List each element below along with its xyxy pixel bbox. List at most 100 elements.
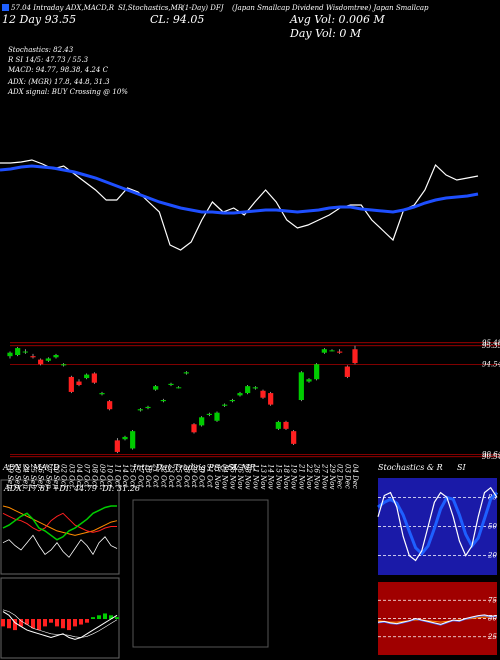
adx-frame bbox=[0, 479, 120, 575]
candle-body bbox=[99, 393, 105, 395]
x-tick-label: 24 Sep bbox=[21, 463, 29, 489]
candle-body bbox=[107, 401, 113, 410]
x-tick-label: 03 Oct bbox=[67, 464, 75, 488]
candle-body bbox=[298, 372, 304, 400]
series-line bbox=[377, 614, 498, 625]
logo-square bbox=[2, 4, 9, 11]
x-tick-label: 02 Dec bbox=[336, 464, 344, 489]
fund-name: (Japan Smallcap Dividend Wisdomtree) Jap… bbox=[232, 4, 429, 12]
macd: MACD: 94.77, 98.38, 4.24 C bbox=[7, 66, 109, 74]
candle-body bbox=[137, 409, 143, 411]
candle-body bbox=[337, 351, 343, 353]
candle-body bbox=[329, 350, 335, 352]
y-tick-label: 25 bbox=[487, 633, 497, 641]
adx-signal: ADX signal: BUY Crossing @ 10% bbox=[7, 88, 128, 96]
x-tick-label: 29 Nov bbox=[328, 463, 336, 489]
macd-bar bbox=[49, 619, 53, 623]
candle-body bbox=[314, 364, 320, 380]
y-tick-label: 90.64 bbox=[482, 450, 500, 458]
x-tick-label: 22 Oct bbox=[159, 463, 167, 488]
macd-bar bbox=[31, 619, 35, 629]
candle-body bbox=[160, 400, 166, 402]
macd-bar bbox=[7, 619, 11, 629]
series-line bbox=[377, 486, 498, 562]
candle-body bbox=[38, 359, 44, 365]
candle-body bbox=[206, 413, 212, 415]
x-tick-label: 26 Sep bbox=[37, 463, 45, 489]
x-tick-label: 21 Nov bbox=[297, 463, 305, 489]
y-tick-label: 75 bbox=[488, 596, 497, 604]
candle-body bbox=[245, 386, 251, 394]
y-tick-label: 50 bbox=[488, 615, 497, 623]
x-tick-label: 30 Oct bbox=[198, 464, 206, 488]
x-tick-label: 06 Nov bbox=[236, 464, 244, 489]
x-tick-label: 22 Nov bbox=[305, 463, 313, 489]
candle-body bbox=[260, 390, 266, 398]
macd-bar bbox=[55, 619, 59, 627]
panel-title: Stochastics & R bbox=[378, 463, 443, 472]
candle-body bbox=[321, 349, 327, 353]
x-tick-label: 30 Sep bbox=[52, 464, 60, 489]
candle-body bbox=[15, 348, 21, 355]
x-tick-label: 05 Nov bbox=[228, 464, 236, 489]
candle-body bbox=[153, 386, 159, 390]
candle-body bbox=[237, 393, 243, 396]
ticker-line: 57.04 Intraday ADX,MACD,R bbox=[11, 4, 115, 12]
panel-title: SI bbox=[228, 463, 237, 472]
day-line: 12 Day 93.55 bbox=[2, 13, 76, 26]
x-tick-label: 29 Oct bbox=[190, 463, 198, 488]
series-line bbox=[0, 159, 479, 251]
x-tick-label: 31 Oct bbox=[205, 464, 213, 488]
y-tick-label: 95.35 bbox=[482, 342, 500, 350]
x-tick-label: 15 Nov bbox=[274, 464, 282, 489]
candle-body bbox=[275, 421, 281, 429]
candle-body bbox=[145, 406, 151, 409]
y-tick-label: 90.54 bbox=[482, 453, 500, 461]
candle-body bbox=[30, 356, 36, 358]
macd-bar bbox=[25, 619, 29, 625]
x-tick-label: 27 Nov bbox=[320, 463, 328, 489]
x-tick-label: 04 Oct bbox=[75, 464, 83, 488]
macd-bar bbox=[91, 617, 95, 619]
x-tick-label: 11 Oct bbox=[113, 464, 121, 488]
macd-bar bbox=[109, 615, 113, 619]
panel-title: Intra Day Trading Price & MR bbox=[132, 463, 256, 472]
candle-body bbox=[176, 387, 182, 389]
candle-body bbox=[168, 383, 174, 385]
x-tick-label: 08 Nov bbox=[244, 464, 252, 489]
avg-vol: Avg Vol: 0.006 M bbox=[289, 13, 386, 26]
x-tick-label: 18 Oct bbox=[144, 464, 152, 488]
candle-body bbox=[229, 400, 235, 402]
y-tick-label: 20 bbox=[487, 552, 497, 560]
x-tick-label: 14 Oct bbox=[121, 464, 129, 488]
x-tick-label: 04 Nov bbox=[221, 464, 229, 489]
candle-body bbox=[183, 372, 189, 374]
candle-body bbox=[61, 364, 67, 366]
candle-body bbox=[283, 421, 289, 429]
y-tick-label: 50 bbox=[488, 523, 497, 531]
candle-body bbox=[122, 436, 128, 440]
x-tick-label: 21 Oct bbox=[152, 463, 160, 488]
series-line bbox=[2, 534, 118, 558]
panel-background bbox=[378, 478, 497, 575]
x-tick-label: 23 Oct bbox=[167, 463, 175, 488]
macd-bar bbox=[43, 619, 47, 627]
series-line bbox=[377, 615, 498, 623]
macd-bar bbox=[13, 619, 17, 631]
macd-bar bbox=[103, 613, 107, 619]
candle-body bbox=[344, 366, 350, 377]
macd-bar bbox=[67, 619, 71, 631]
x-tick-label: 03 Dec bbox=[343, 464, 351, 489]
x-tick-label: 18 Nov bbox=[282, 464, 290, 489]
x-tick-label: 08 Oct bbox=[90, 464, 98, 488]
candle-body bbox=[130, 431, 136, 449]
y-tick-label: 95.48 bbox=[482, 339, 500, 347]
x-tick-label: 19 Nov bbox=[290, 464, 298, 489]
x-tick-label: 11 Nov bbox=[251, 464, 259, 489]
x-tick-label: 07 Oct bbox=[83, 464, 91, 488]
candle-body bbox=[352, 349, 358, 364]
series-line bbox=[377, 491, 499, 556]
x-tick-label: 15 Oct bbox=[129, 464, 137, 488]
series-line bbox=[2, 505, 117, 541]
x-tick-label: 14 Nov bbox=[267, 464, 275, 489]
